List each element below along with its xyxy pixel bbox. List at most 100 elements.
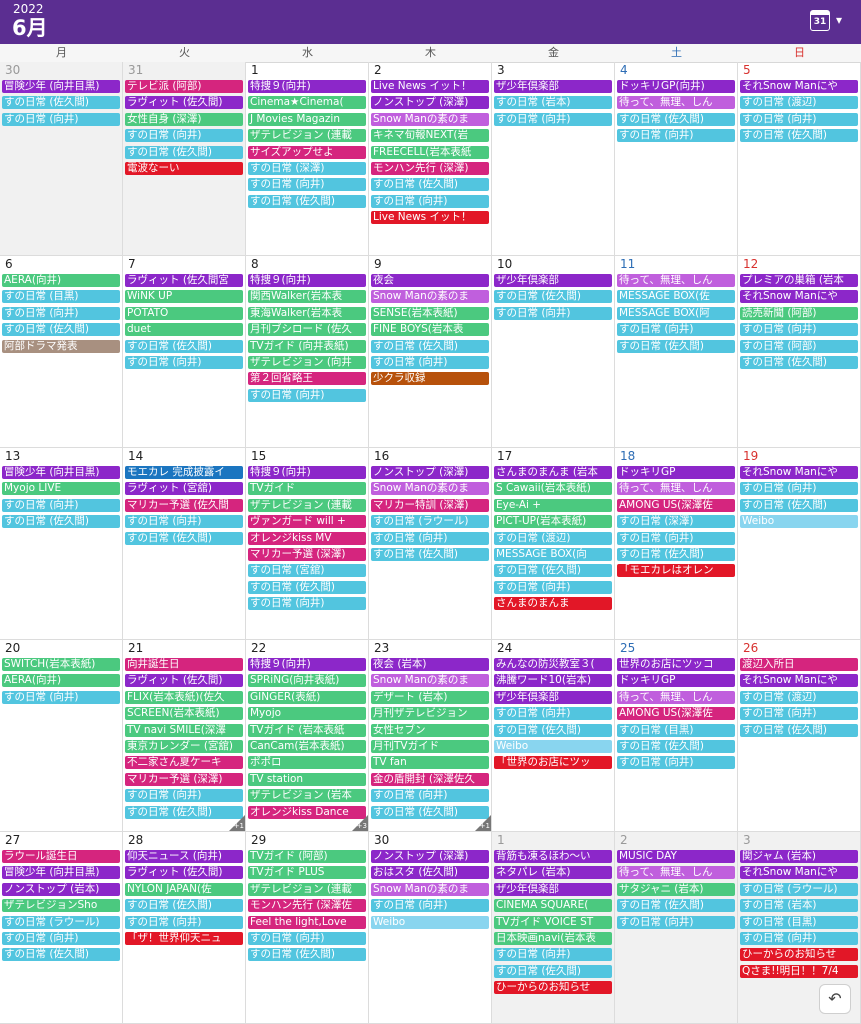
event-chip[interactable]: 背筋も凍るほわ～い [494,850,612,863]
event-chip[interactable]: すの日常 (佐久間) [494,564,612,578]
day-cell[interactable]: 18 ドッキリGP 待って、無理、しん AMONG US(深澤佐 すの日常 (深澤) すの… [615,448,738,640]
event-chip[interactable]: すの日常 (宮舘) [248,564,366,578]
event-chip[interactable]: TVガイド PLUS [248,866,366,880]
event-chip[interactable]: マリカー予選 (深澤) [125,772,243,786]
event-chip[interactable]: すの日常 (渡辺) [494,531,612,545]
event-chip[interactable]: TV fan [371,756,489,770]
event-chip[interactable]: ノンストップ (深澤) [371,466,489,479]
event-chip[interactable]: FINE BOYS(岩本表 [371,323,489,337]
event-chip[interactable]: ノンストップ (深澤) [371,96,489,110]
event-chip[interactable]: CINEMA SQUARE( [494,899,612,913]
event-chip[interactable]: TVガイド (阿部) [248,850,366,863]
event-chip[interactable]: 月刊ブシロード (佐久 [248,323,366,337]
event-chip[interactable]: 女性セブン [371,723,489,737]
event-chip[interactable]: Cinema★Cinema( [248,96,366,110]
event-chip[interactable]: SWITCH(岩本表紙) [2,658,120,671]
event-chip[interactable]: 「ザ！世界仰天ニュ [125,932,243,945]
event-chip[interactable]: すの日常 (向井) [248,597,366,611]
event-chip[interactable]: Snow Manの素のま [371,882,489,896]
event-chip[interactable]: ノンストップ (岩本) [2,882,120,896]
event-chip[interactable]: 向井誕生日 [125,658,243,671]
event-chip[interactable]: すの日常 (向井) [740,932,858,945]
event-chip[interactable]: 女性自身 (深澤) [125,112,243,126]
event-chip[interactable]: すの日常 (佐久間) [740,498,858,512]
day-cell[interactable]: 10 ザ少年倶楽部 すの日常 (佐久間) すの日常 (向井) [492,256,615,448]
day-cell[interactable]: 24 みんなの防災教室３(沸騰ワード10(岩本) ザ少年倶楽部 すの日常 (向井) すの… [492,640,615,832]
event-chip[interactable]: TV station [248,772,366,786]
event-chip[interactable]: すの日常 (佐久間) [494,290,612,304]
event-chip[interactable]: それSnow Manにや [740,866,858,880]
event-chip[interactable]: TVガイド VOICE ST [494,915,612,929]
day-cell[interactable]: 11 待って、無理、しん MESSAGE BOX(佐 MESSAGE BOX(阿 すの日… [615,256,738,448]
day-cell[interactable]: 12 プレミアの巣箱 (岩本 それSnow Manにや 読売新聞 (阿部) すの日常 (… [738,256,861,448]
day-cell[interactable]: 14 モエカレ 完成披露イ ラヴィット (宮舘) マリカー予選 (佐久間 すの日常 (向… [123,448,246,640]
event-chip[interactable]: すの日常 (向井) [740,112,858,126]
event-chip[interactable]: TVガイド (岩本表紙 [248,723,366,737]
event-chip[interactable]: 夜会 [371,274,489,287]
event-chip[interactable]: すの日常 (佐久間) [740,129,858,143]
event-chip[interactable]: ザテレビジョン (連載 [248,882,366,896]
event-chip[interactable]: すの日常 (佐久間) [125,531,243,545]
day-cell[interactable]: 22 特捜９(向井) SPRiNG(向井表紙) GINGER(表紙) Myojo TVガイ… [246,640,369,832]
chevron-down-icon[interactable]: ▾ [836,13,843,27]
event-chip[interactable]: ラヴィット (佐久間) [125,674,243,688]
event-chip[interactable]: ラヴィット (佐久間) [125,96,243,110]
event-chip[interactable]: ドッキリGP [617,674,735,688]
event-chip[interactable]: 「世界のお店にツッ [494,756,612,770]
event-chip[interactable]: POTATO [125,306,243,320]
event-chip[interactable]: ザ少年倶楽部 [494,690,612,704]
day-cell[interactable]: 16 ノンストップ (深澤) Snow Manの素のま マリカー特訓 (深澤) すの日常… [369,448,492,640]
event-chip[interactable]: すの日常 (向井) [494,948,612,962]
event-chip[interactable]: すの日常 (目黒) [2,290,120,304]
event-chip[interactable]: すの日常 (佐久間) [371,548,489,561]
event-chip[interactable]: オレンジkiss Dance [248,805,366,819]
event-chip[interactable]: すの日常 (佐久間) [371,805,489,819]
event-chip[interactable]: すの日常 (阿部) [740,339,858,353]
event-chip[interactable]: すの日常 (向井) [494,306,612,320]
event-chip[interactable]: すの日常 (向井) [125,915,243,929]
event-chip[interactable]: それSnow Manにや [740,674,858,688]
event-chip[interactable]: Live News イット！ [371,80,489,93]
event-chip[interactable]: おはスタ (佐久間) [371,866,489,880]
event-chip[interactable]: TV navi SMILE(深澤 [125,723,243,737]
event-chip[interactable]: すの日常 (目黒) [617,723,735,737]
event-chip[interactable]: オレンジkiss MV [248,531,366,545]
event-chip[interactable]: すの日常 (ラウール) [371,515,489,529]
month-title[interactable]: 6月 [12,16,48,40]
event-chip[interactable]: すの日常 (向井) [494,707,612,721]
event-chip[interactable]: Myojo LIVE [2,482,120,496]
event-chip[interactable]: すの日常 (向井) [371,194,489,208]
event-chip[interactable]: 特捜９(向井) [248,466,366,479]
day-cell[interactable]: 13 冒険少年 (向井目黒) Myojo LIVE すの日常 (向井) すの日常 (佐久… [0,448,123,640]
event-chip[interactable]: 待って、無理、しん [617,274,735,287]
event-chip[interactable]: すの日常 (向井) [617,129,735,143]
event-chip[interactable]: 不二家さん夏ケーキ [125,756,243,770]
event-chip[interactable]: すの日常 (岩本) [740,899,858,913]
event-chip[interactable]: 渡辺入所日 [740,658,858,671]
day-cell[interactable]: 17 さんまのまんま (岩本 S Cawaii(岩本表紙) Eye-Ai + PICT-… [492,448,615,640]
undo-button[interactable]: ↶ [819,984,851,1014]
event-chip[interactable]: すの日常 (佐久間) [125,145,243,159]
event-chip[interactable]: 世界のお店にツッコ [617,658,735,671]
event-chip[interactable]: ノンストップ (深澤) [371,850,489,863]
event-chip[interactable]: TVガイド (向井表紙) [248,339,366,353]
event-chip[interactable]: すの日常 (佐久間) [740,356,858,369]
event-chip[interactable]: すの日常 (佐久間) [494,723,612,737]
event-chip[interactable]: 特捜９(向井) [248,658,366,671]
event-chip[interactable]: TVガイド [248,482,366,496]
event-chip[interactable]: さんまのまんま [494,597,612,611]
event-chip[interactable]: 待って、無理、しん [617,690,735,704]
event-chip[interactable]: ザテレビジョンSho [2,899,120,913]
event-chip[interactable]: Weibo [371,915,489,929]
event-chip[interactable]: すの日常 (向井) [617,756,735,770]
day-cell[interactable]: 29 TVガイド (阿部) TVガイド PLUS ザテレビジョン (連載 モンハン先行 … [246,832,369,1024]
event-chip[interactable]: すの日常 (目黒) [740,915,858,929]
event-chip[interactable]: MESSAGE BOX(阿 [617,306,735,320]
event-chip[interactable]: CanCam(岩本表紙) [248,740,366,753]
event-chip[interactable]: モンハン先行 (深澤佐 [248,899,366,913]
day-cell[interactable]: 8 特捜９(向井) 関西Walker(岩本表 東海Walker(岩本表 月刊ブシロード … [246,256,369,448]
day-cell[interactable]: 25 世界のお店にツッコ ドッキリGP 待って、無理、しん AMONG US(深澤佐 すの… [615,640,738,832]
day-cell[interactable]: 9 夜会 Snow Manの素のま SENSE(岩本表紙) FINE BOYS(岩本表す… [369,256,492,448]
event-chip[interactable]: Live News イット！ [371,211,489,225]
event-chip[interactable]: すの日常 (佐久間) [2,515,120,529]
